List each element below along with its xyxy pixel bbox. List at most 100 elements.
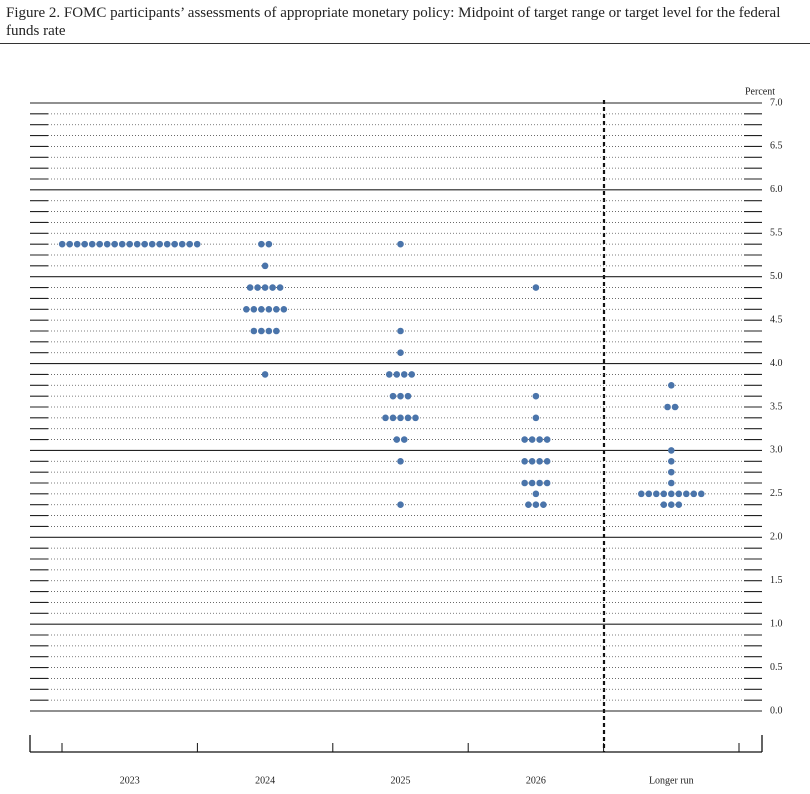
dot [671,403,679,411]
y-tick-label: 3.5 [770,401,783,412]
dot [73,240,81,248]
dot [126,240,133,248]
dot [521,479,528,487]
dot [404,392,412,400]
dot [193,240,201,248]
dot [532,392,540,400]
dot [525,501,532,509]
dot [536,479,543,487]
y-tick-label: 4.5 [770,314,783,325]
dot [186,240,193,248]
dot [385,371,393,378]
dot [265,240,273,248]
dot [250,305,258,313]
dot [163,240,171,248]
y-tick-label: 4.0 [770,358,783,369]
dot [528,479,536,487]
dot [660,490,668,498]
dot [645,490,653,498]
x-tick-label: Longer run [649,775,694,786]
dot [521,457,528,465]
dot [528,436,536,443]
y-tick-label: 6.5 [770,141,783,152]
dot [400,371,408,378]
y-tick-label: 6.0 [770,184,783,195]
y-tick-label: 2.0 [770,532,783,543]
dot [540,501,547,509]
dot [265,305,273,313]
dot [668,381,675,389]
dot [532,414,540,422]
dot [389,392,397,400]
dot [668,447,675,454]
dot [103,240,111,248]
dot [536,436,543,443]
y-tick-label: 0.5 [770,662,783,673]
dot [668,457,675,465]
dot [81,240,88,248]
dot [653,490,660,498]
dot [273,305,280,313]
dot [254,284,261,291]
dot [148,240,156,248]
dot [261,284,269,291]
y-tick-label: 1.5 [770,575,783,586]
dot [521,436,528,443]
dot [389,414,397,422]
dot [88,240,96,248]
dot [141,240,148,248]
dot [543,436,551,443]
x-tick-label: 2025 [391,775,411,786]
dot [111,240,118,248]
dot [698,490,705,498]
dot [397,392,404,400]
dot [96,240,103,248]
y-tick-label: 1.0 [770,618,783,629]
dot [668,501,675,509]
y-tick-label: 5.5 [770,228,783,239]
dot [393,436,401,443]
dot [397,414,404,422]
dot [258,305,265,313]
y-tick-label: 2.5 [770,488,783,499]
dot [58,240,66,248]
dot [265,327,273,335]
x-tick-label: 2024 [255,775,275,786]
dot [243,305,250,313]
dot [400,436,408,443]
dot [382,414,389,422]
dot [408,371,416,378]
dot [397,240,404,248]
dot [397,327,404,335]
dot [532,490,540,498]
dot [393,371,401,378]
dot [528,457,536,465]
x-tick-label: 2023 [120,775,140,786]
dot [536,457,543,465]
title-rule [0,43,810,44]
dot [397,349,404,357]
dot [675,490,683,498]
dot [668,490,675,498]
dot [276,284,284,291]
dot [178,240,186,248]
dot [543,457,551,465]
dot [269,284,276,291]
dot [664,403,671,411]
dot [156,240,163,248]
y-tick-label: 5.0 [770,271,783,282]
dot [258,240,265,248]
dot [668,468,675,476]
dot [690,490,698,498]
dot [532,501,540,509]
dot [246,284,254,291]
y-tick-label: 3.0 [770,445,783,456]
dot [675,501,683,509]
dot [404,414,412,422]
dot [250,327,258,335]
x-tick-label: 2026 [526,775,546,786]
y-axis-label: Percent [745,86,775,97]
dot [118,240,126,248]
dot [397,501,404,509]
